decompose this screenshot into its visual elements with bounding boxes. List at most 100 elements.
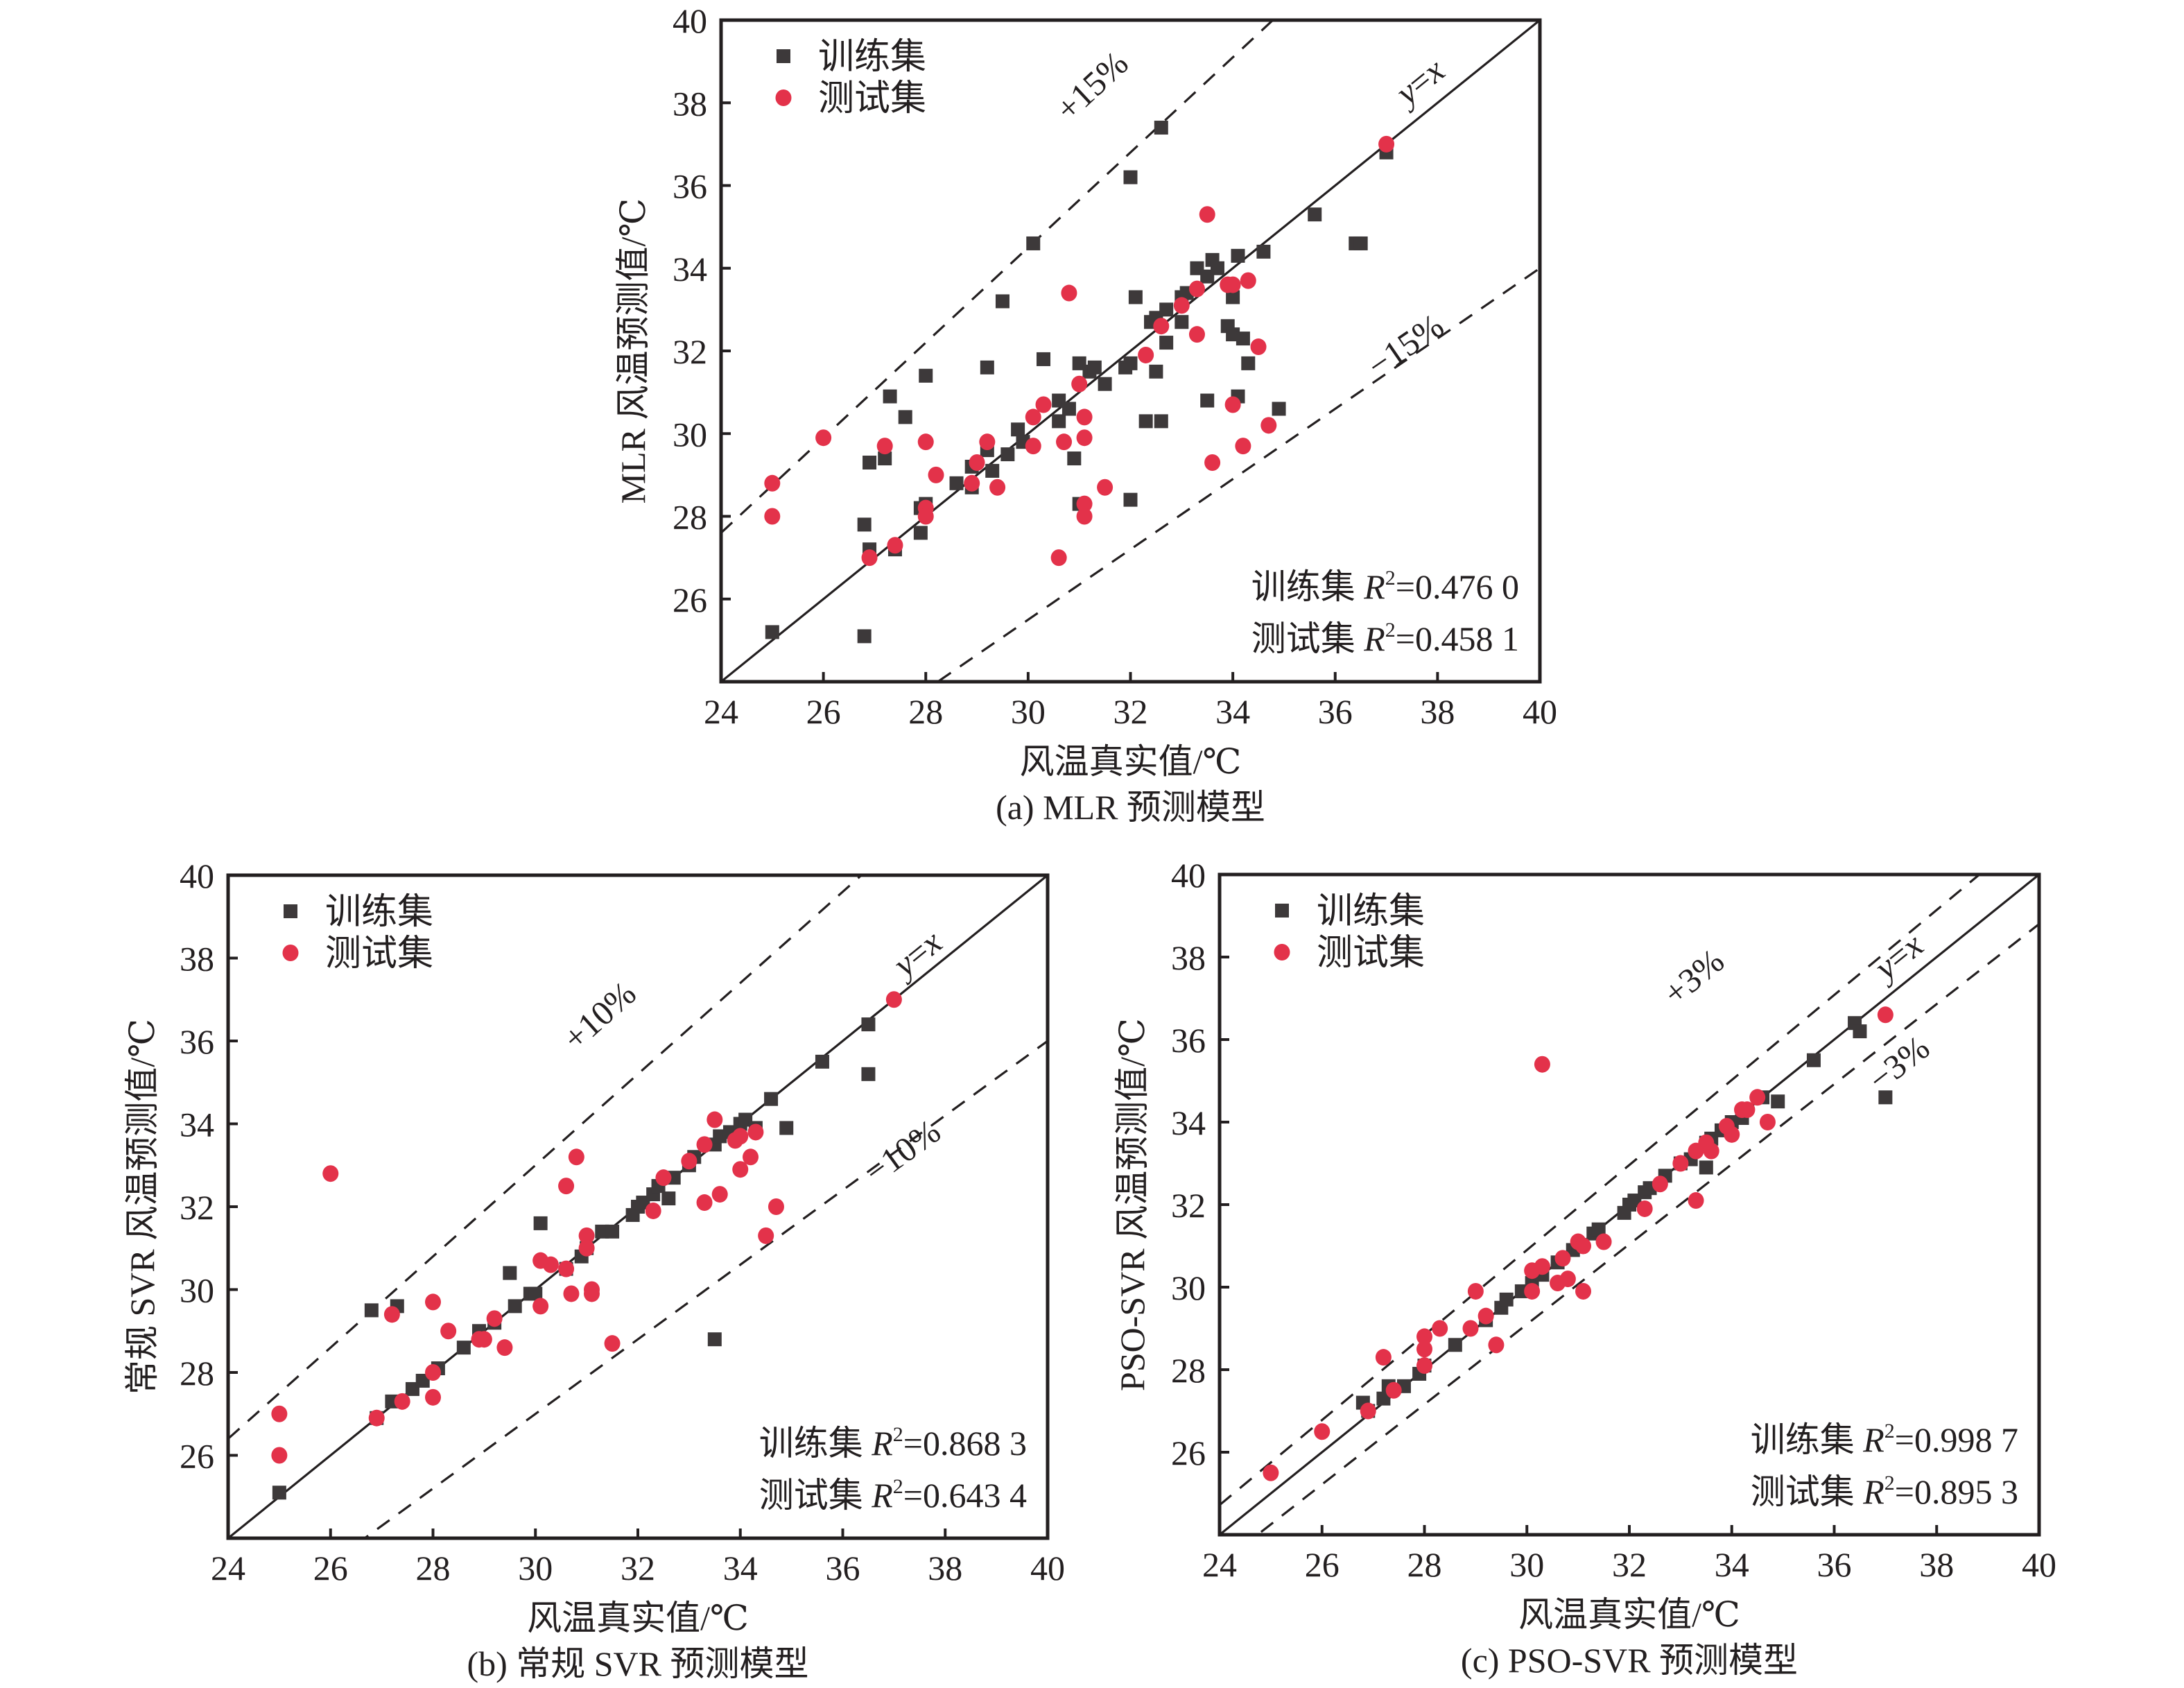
- train-point: [1806, 1053, 1821, 1067]
- x-tick-label: 40: [1030, 1549, 1065, 1587]
- test-point: [558, 1260, 575, 1277]
- test-point: [1739, 1101, 1756, 1119]
- train-point: [1175, 315, 1189, 329]
- x-tick-label: 28: [1407, 1545, 1442, 1584]
- train-point: [1026, 236, 1041, 250]
- train-point: [1226, 290, 1240, 304]
- r2-test-annotation: 测试集 R2=0.895 3: [1751, 1472, 2018, 1511]
- test-point: [887, 537, 903, 554]
- y-axis-title: 常规 SVR 风温预测值/℃: [123, 1019, 162, 1395]
- test-point: [917, 508, 934, 525]
- r2-value: =0.643 4: [903, 1476, 1027, 1515]
- test-point: [1224, 396, 1241, 413]
- test-point: [486, 1310, 503, 1327]
- test-point: [1877, 1006, 1893, 1024]
- test-point: [1759, 1114, 1776, 1130]
- r2-train-annotation: 训练集 R2=0.998 7: [1751, 1420, 2018, 1459]
- test-point: [1595, 1233, 1612, 1250]
- train-point: [1123, 356, 1138, 370]
- train-point: [1878, 1090, 1893, 1105]
- test-point: [1097, 479, 1113, 496]
- y-axis-title: PSO-SVR 风温预测值/℃: [1113, 1018, 1152, 1391]
- train-point: [661, 1191, 676, 1206]
- upper-band-line: [721, 20, 1275, 534]
- legend-train-label: 训练集: [325, 893, 433, 932]
- x-tick-label: 36: [1318, 692, 1353, 731]
- train-point: [1154, 414, 1168, 429]
- train-point: [1272, 402, 1286, 416]
- test-point: [861, 549, 878, 567]
- train-point: [1138, 414, 1153, 429]
- y-tick-label: 26: [673, 580, 707, 619]
- test-point: [1224, 276, 1241, 293]
- x-tick-label: 34: [1715, 1545, 1749, 1584]
- r2-superscript: 2: [1385, 567, 1396, 589]
- train-point: [1123, 492, 1138, 507]
- legend-test-marker: [282, 945, 299, 961]
- train-point: [861, 1017, 876, 1032]
- train-point: [861, 1067, 876, 1081]
- y-tick-label: 38: [673, 84, 707, 123]
- train-point: [995, 294, 1009, 309]
- r2-symbol: R: [1363, 567, 1385, 606]
- train-point: [1052, 414, 1066, 429]
- panel-a-mlr: 24 26 28 30 32 34 36 38 40 26 28 30 32 34 36 38 40 风温真实值/…: [614, 1, 1557, 827]
- test-point: [758, 1227, 774, 1244]
- legend-train-marker: [1275, 904, 1289, 918]
- guide-lines: [721, 20, 1540, 682]
- r2-value: =0.998 7: [1895, 1420, 2018, 1459]
- y-tick-label: 40: [1171, 856, 1206, 895]
- legend-train-marker: [284, 904, 297, 918]
- test-point: [732, 1161, 749, 1178]
- test-point: [969, 454, 985, 471]
- test-point: [271, 1447, 288, 1464]
- y-tick-label: 36: [673, 167, 707, 206]
- train-point: [1123, 170, 1138, 184]
- test-point: [979, 433, 996, 451]
- x-tick-label: 38: [1919, 1545, 1954, 1584]
- train-point: [898, 410, 912, 424]
- r2-superscript: 2: [893, 1423, 903, 1446]
- r2-value: =0.868 3: [903, 1424, 1027, 1463]
- y-tick-label: 34: [1171, 1103, 1206, 1142]
- x-axis-title: 风温真实值/℃: [1518, 1595, 1740, 1634]
- train-point: [1591, 1222, 1606, 1237]
- x-axis-title: 风温真实值/℃: [1020, 742, 1242, 781]
- train-point: [1210, 261, 1224, 275]
- test-point: [1153, 318, 1170, 335]
- train-point: [1154, 121, 1168, 135]
- test-point: [885, 991, 902, 1008]
- test-point: [1188, 280, 1205, 298]
- test-point: [989, 479, 1006, 496]
- test-point: [1204, 454, 1221, 471]
- train-point: [528, 1286, 543, 1301]
- x-tick-label: 24: [211, 1549, 245, 1587]
- x-tick-label: 40: [2022, 1545, 2056, 1584]
- r2-value: =0.895 3: [1895, 1472, 2018, 1511]
- r2-symbol: R: [1862, 1472, 1884, 1511]
- train-point: [765, 625, 779, 639]
- train-point: [857, 629, 872, 644]
- train-point: [1067, 451, 1082, 466]
- y-tick-label: 28: [673, 498, 707, 537]
- train-point: [1448, 1338, 1462, 1352]
- y-tick-label: 30: [673, 415, 707, 454]
- test-point: [1240, 272, 1256, 289]
- test-point: [1314, 1423, 1331, 1440]
- y-tick-label: 28: [1171, 1351, 1206, 1390]
- test-point: [425, 1293, 441, 1311]
- x-tick-label: 28: [908, 692, 943, 731]
- train-point: [815, 1054, 829, 1069]
- y-tick-label: 38: [180, 940, 214, 979]
- test-point: [1559, 1271, 1576, 1288]
- test-point: [747, 1123, 764, 1141]
- test-point: [1534, 1258, 1550, 1275]
- test-point: [1260, 417, 1277, 434]
- train-point: [1256, 244, 1271, 259]
- r2-train-annotation: 训练集 R2=0.868 3: [759, 1423, 1027, 1463]
- train-point: [1771, 1094, 1785, 1109]
- train-point: [913, 526, 928, 540]
- test-point: [322, 1165, 339, 1182]
